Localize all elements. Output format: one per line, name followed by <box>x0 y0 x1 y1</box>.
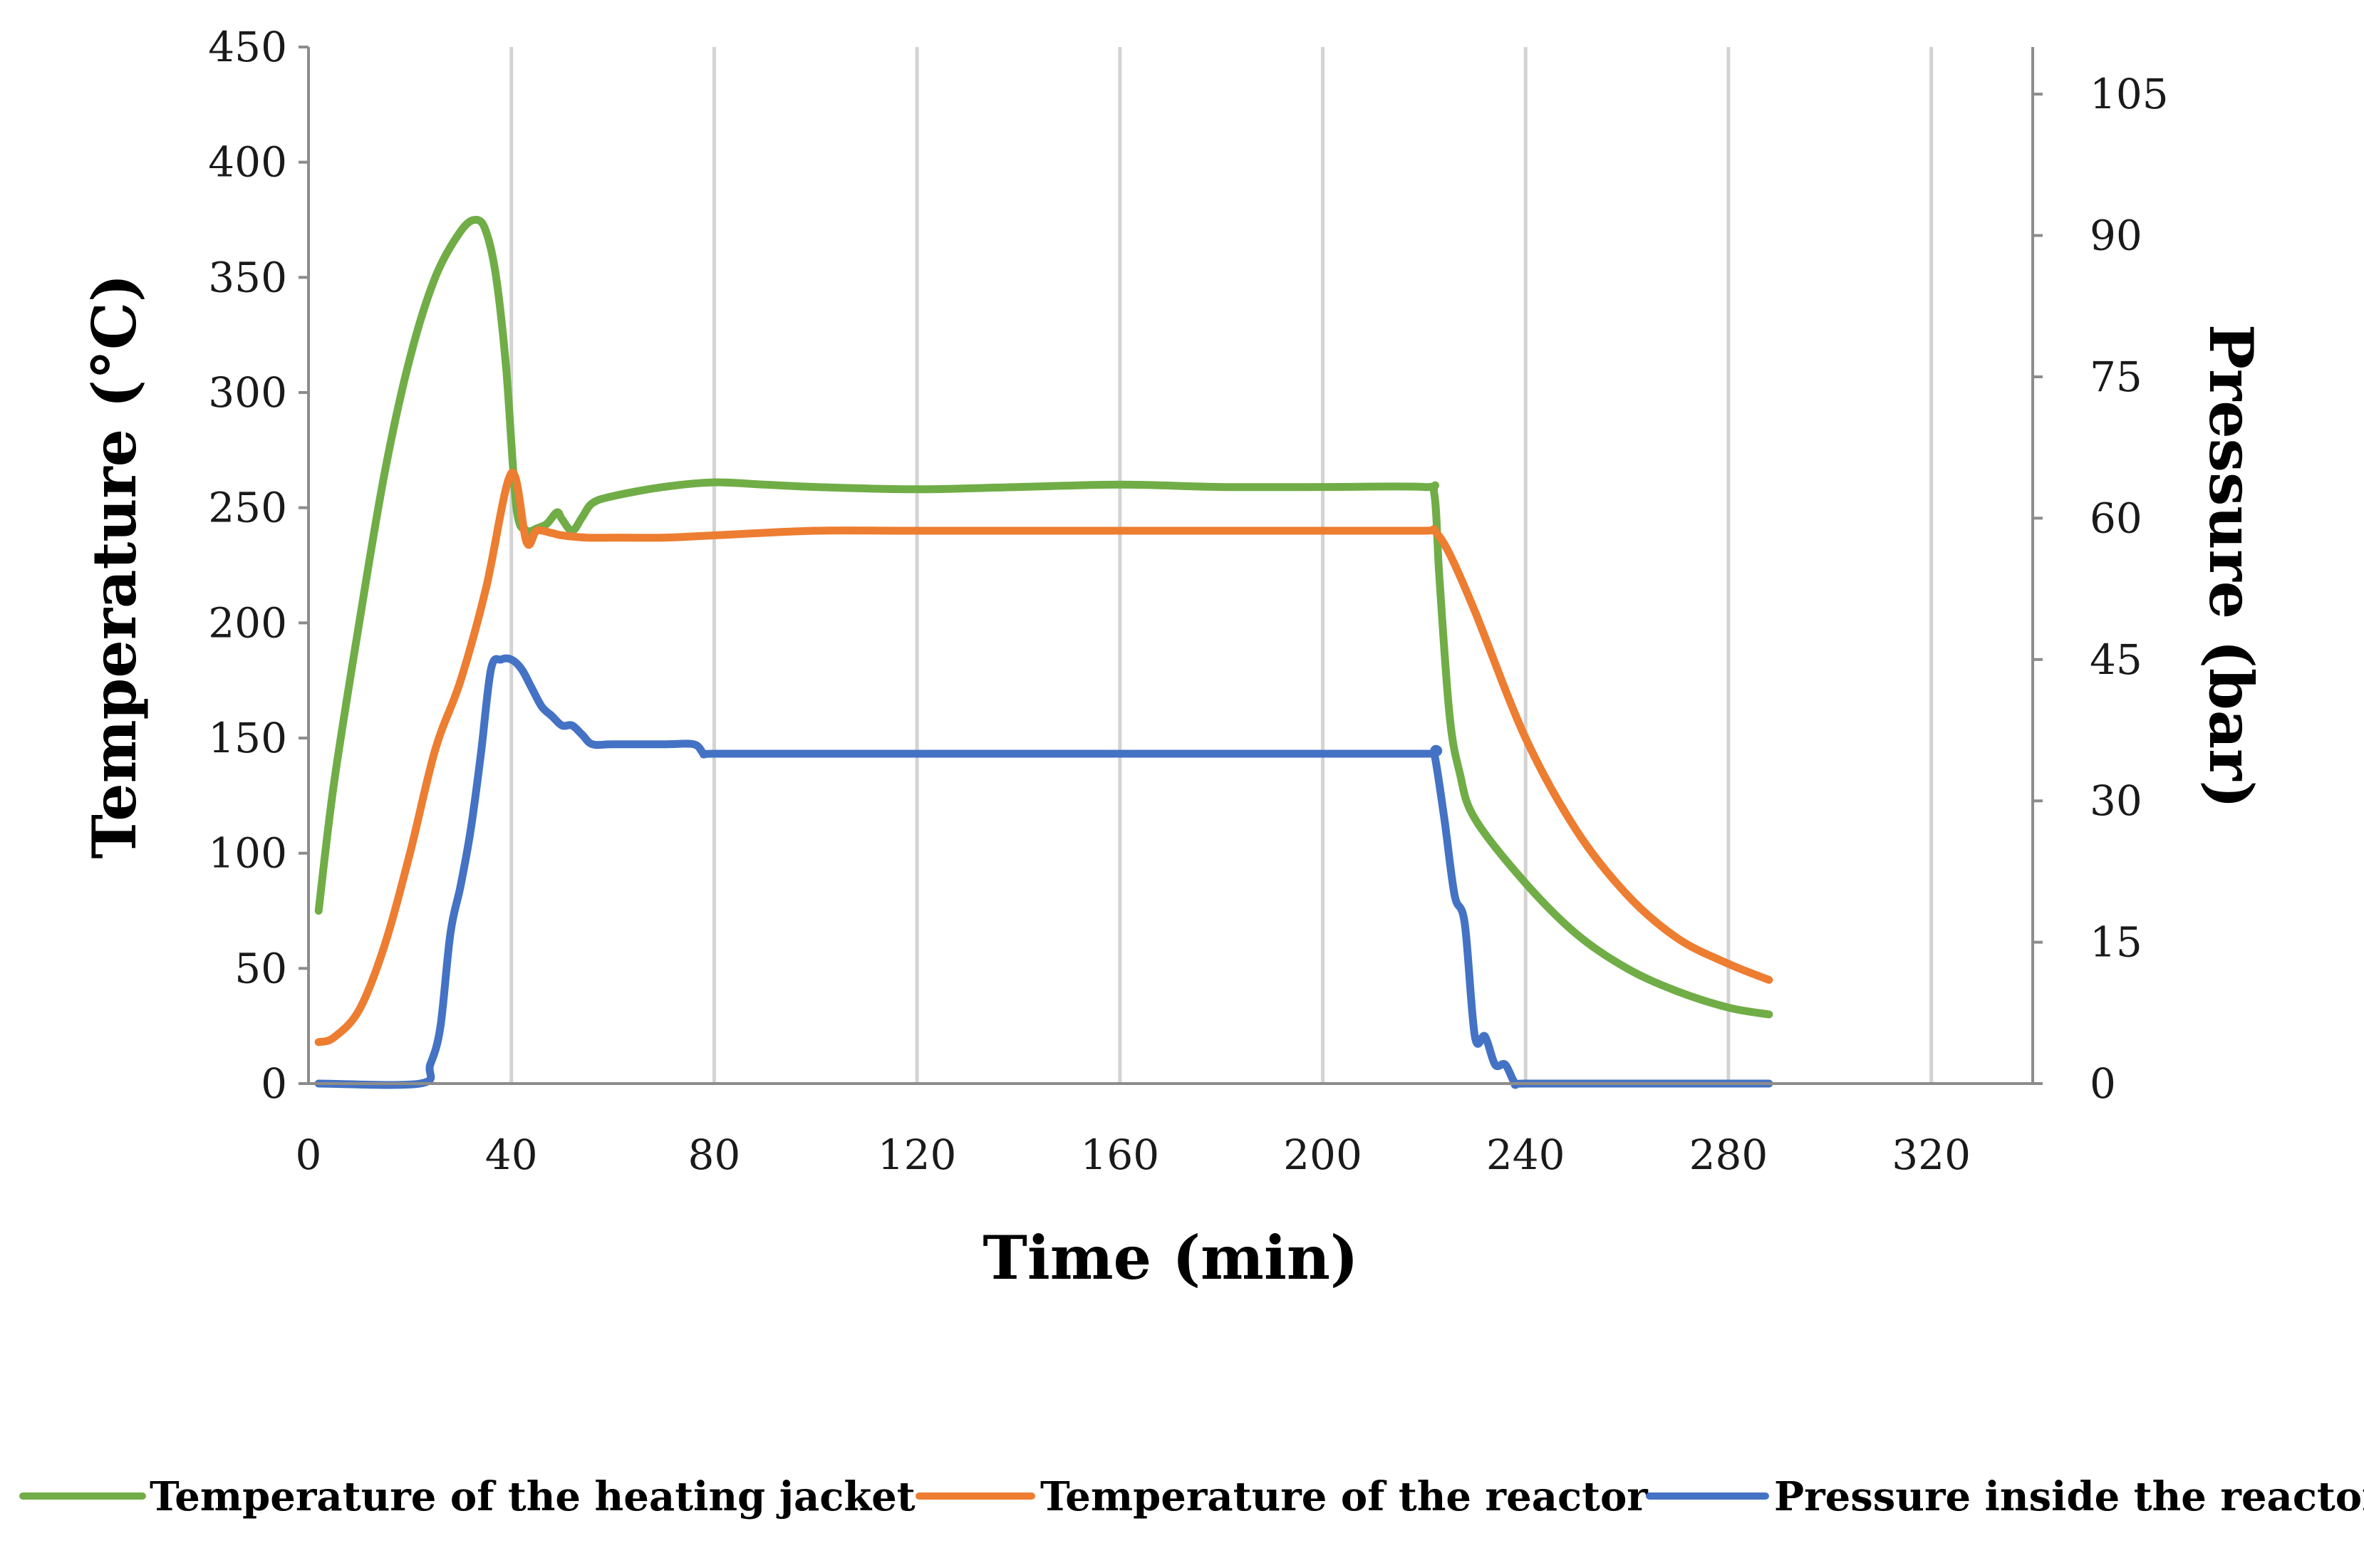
y-tick-label: 300 <box>208 368 287 417</box>
y-tick-label: 100 <box>208 829 287 878</box>
legend-label-reactor-pressure: Pressure inside the reactor <box>1774 1473 2364 1520</box>
y2-tick-label: 75 <box>2090 353 2142 401</box>
legend-item-reactor-pressure: Pressure inside the reactor <box>1646 1473 2364 1520</box>
series-reactor-temperature-line <box>314 469 1773 1047</box>
legend-item-heating-jacket: Temperature of the heating jacket <box>19 1473 916 1520</box>
y2-tick-label: 45 <box>2090 635 2142 684</box>
legend-label-reactor-temperature: Temperature of the reactor <box>1040 1473 1649 1520</box>
legend-item-reactor-temperature: Temperature of the reactor <box>916 1473 1649 1520</box>
y2-tick-label: 60 <box>2090 494 2142 542</box>
x-tick-label: 0 <box>296 1131 322 1179</box>
x-tick-label: 80 <box>688 1131 741 1179</box>
legend-label-heating-jacket: Temperature of the heating jacket <box>150 1473 916 1520</box>
y2-tick-label: 90 <box>2090 212 2142 260</box>
series-reactor-pressure-line <box>314 654 1773 1089</box>
x-tick-label: 40 <box>485 1131 538 1179</box>
grid-layer <box>509 47 1934 1084</box>
series-heating-jacket-line <box>314 216 1773 1019</box>
y-tick-label: 350 <box>208 253 287 301</box>
x-tick-label: 200 <box>1283 1131 1362 1179</box>
x-tick-label: 280 <box>1689 1131 1768 1179</box>
x-tick-label: 120 <box>878 1131 957 1179</box>
x-axis-title: Time (min) <box>983 1222 1358 1293</box>
y-axis-title: Temperature (°C) <box>79 274 150 858</box>
y-tick-label: 150 <box>208 714 287 762</box>
x-tick-label: 160 <box>1080 1131 1159 1179</box>
y-tick-label: 450 <box>208 23 287 71</box>
y-tick-label: 50 <box>234 944 287 992</box>
y2-tick-label: 15 <box>2090 918 2142 967</box>
x-tick-label: 320 <box>1892 1131 1971 1179</box>
ticks-layer: 0 40 80 120 160 200 240 280 32005010015020025030… <box>208 23 2168 1179</box>
y-tick-label: 400 <box>208 138 287 187</box>
legend: Temperature of the heating jacket Temper… <box>19 1473 2364 1520</box>
axes-layer <box>307 47 2034 1085</box>
y2-axis-title: Pressure (bar) <box>2196 324 2266 809</box>
series-layer <box>314 216 1773 1089</box>
y-tick-label: 250 <box>208 484 287 532</box>
y2-tick-label: 0 <box>2090 1059 2116 1108</box>
y-tick-label: 0 <box>261 1059 287 1108</box>
y2-tick-label: 105 <box>2090 70 2169 118</box>
x-tick-label: 240 <box>1486 1131 1565 1179</box>
y-tick-label: 200 <box>208 598 287 647</box>
y2-tick-label: 30 <box>2090 777 2142 825</box>
